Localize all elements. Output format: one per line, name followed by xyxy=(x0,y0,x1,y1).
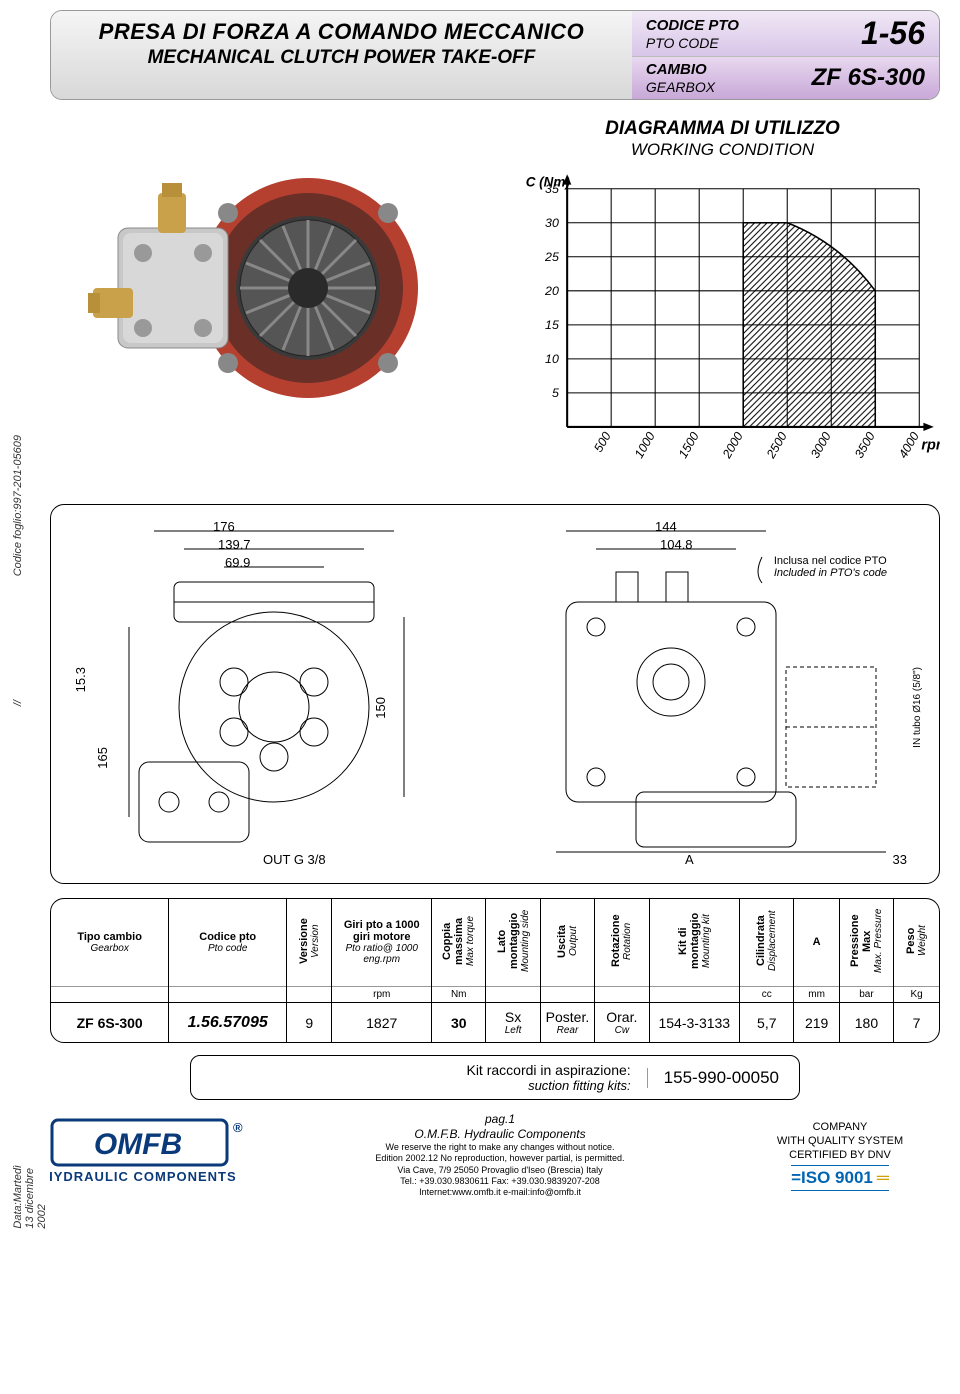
dim-150: 150 xyxy=(373,697,388,719)
cell-6: Poster.Rear xyxy=(540,1003,594,1043)
omfb-logo: OMFB ® HYDRAULIC COMPONENTS xyxy=(50,1118,260,1193)
product-photo xyxy=(50,118,485,458)
dim-144: 144 xyxy=(655,519,677,534)
col-4: Coppia massimaMax torque xyxy=(432,899,486,987)
gearbox-label-en: GEARBOX xyxy=(646,79,715,95)
svg-text:®: ® xyxy=(233,1120,243,1135)
svg-text:500: 500 xyxy=(591,430,614,455)
dim-out: OUT G 3/8 xyxy=(263,852,326,867)
dim-1397: 139.7 xyxy=(218,537,251,552)
working-chart: DIAGRAMMA DI UTILIZZO WORKING CONDITION … xyxy=(505,118,940,484)
sheet-code: Codice foglio:997-201-05609 xyxy=(12,435,24,576)
col-8: Kit di montaggioMounting kit xyxy=(649,899,740,987)
technical-drawings: 176 139.7 69.9 15.3 165 150 OUT G 3/8 xyxy=(50,504,940,884)
svg-text:2500: 2500 xyxy=(763,430,789,462)
col-5: Lato montaggioMounting side xyxy=(486,899,540,987)
kit-label-it: Kit raccordi in aspirazione: xyxy=(211,1062,631,1078)
chart-title-en: WORKING CONDITION xyxy=(505,140,940,160)
dim-699: 69.9 xyxy=(225,555,250,570)
title-it: PRESA DI FORZA A COMANDO MECCANICO xyxy=(65,19,618,45)
kit-label-en: suction fitting kits: xyxy=(211,1078,631,1093)
svg-text:2000: 2000 xyxy=(719,430,745,462)
svg-text:4000: 4000 xyxy=(896,430,922,461)
svg-text:3000: 3000 xyxy=(808,430,834,461)
svg-text:5: 5 xyxy=(552,386,559,400)
dim-tube: IN tubo Ø16 (5/8") xyxy=(912,667,923,748)
col-7: RotazioneRotation xyxy=(595,899,649,987)
dim-a: A xyxy=(685,852,694,867)
page-footer: OMFB ® HYDRAULIC COMPONENTS pag.1 O.M.F.… xyxy=(50,1112,940,1198)
header-banner: PRESA DI FORZA A COMANDO MECCANICO MECHA… xyxy=(50,10,940,100)
pto-code: 1-56 xyxy=(861,15,925,52)
spec-table: Tipo cambioGearboxCodice ptoPto codeVers… xyxy=(50,898,940,1044)
svg-text:10: 10 xyxy=(545,352,559,366)
cell-10: 219 xyxy=(794,1003,839,1043)
cell-1: 1.56.57095 xyxy=(169,1003,287,1043)
col-0: Tipo cambioGearbox xyxy=(51,899,169,987)
col-11: Pressione MaxMax. Pressure xyxy=(839,899,893,987)
title-en: MECHANICAL CLUTCH POWER TAKE-OFF xyxy=(65,47,618,69)
dim-153: 15.3 xyxy=(73,667,88,692)
dim-165: 165 xyxy=(95,747,110,769)
footer-line2: Edition 2002.12 No reproduction, however… xyxy=(280,1153,720,1164)
col-2: VersioneVersion xyxy=(287,899,332,987)
cell-0: ZF 6S-300 xyxy=(51,1003,169,1043)
sheet-sep: // xyxy=(12,700,24,706)
svg-text:25: 25 xyxy=(544,250,559,264)
note-it: Inclusa nel codice PTO xyxy=(774,555,887,567)
cell-4: 30 xyxy=(432,1003,486,1043)
col-1: Codice ptoPto code xyxy=(169,899,287,987)
sheet-date: Data:Martedì 13 dicembre 2002 xyxy=(12,1165,48,1229)
footer-line1: We reserve the right to make any changes… xyxy=(280,1142,720,1153)
pto-label-en: PTO CODE xyxy=(646,35,739,51)
dim-176: 176 xyxy=(213,519,235,534)
footer-line5: Internet:www.omfb.it e-mail:info@omfb.it xyxy=(280,1187,720,1198)
footer-company: O.M.F.B. Hydraulic Components xyxy=(280,1127,720,1142)
col-12: PesoWeight xyxy=(894,899,939,987)
cell-3: 1827 xyxy=(332,1003,432,1043)
svg-text:3500: 3500 xyxy=(852,430,878,461)
page-number: pag.1 xyxy=(280,1112,720,1127)
chart-title-it: DIAGRAMMA DI UTILIZZO xyxy=(505,118,940,140)
cell-7: Orar.Cw xyxy=(595,1003,649,1043)
gearbox-label-it: CAMBIO xyxy=(646,61,715,78)
svg-text:20: 20 xyxy=(544,284,559,298)
col-10: A xyxy=(794,899,839,987)
dim-1048: 104.8 xyxy=(660,537,693,552)
svg-text:1000: 1000 xyxy=(632,430,658,461)
dim-33: 33 xyxy=(893,852,907,867)
pto-label-it: CODICE PTO xyxy=(646,17,739,34)
footer-line4: Tel.: +39.030.9830611 Fax: +39.030.98392… xyxy=(280,1176,720,1187)
cell-9: 5,7 xyxy=(740,1003,794,1043)
svg-text:30: 30 xyxy=(545,216,559,230)
col-3: Giri pto a 1000 giri motorePto ratio@ 10… xyxy=(332,899,432,987)
cell-5: SxLeft xyxy=(486,1003,540,1043)
kit-row: Kit raccordi in aspirazione: suction fit… xyxy=(190,1055,800,1100)
svg-text:1500: 1500 xyxy=(676,430,702,461)
cell-2: 9 xyxy=(287,1003,332,1043)
svg-text:HYDRAULIC COMPONENTS: HYDRAULIC COMPONENTS xyxy=(50,1169,237,1184)
col-6: UscitaOutput xyxy=(540,899,594,987)
gearbox-model: ZF 6S-300 xyxy=(812,64,925,92)
cell-11: 180 xyxy=(839,1003,893,1043)
svg-text:C (Nm): C (Nm) xyxy=(526,175,571,190)
svg-text:OMFB: OMFB xyxy=(94,1128,182,1161)
svg-text:rpm: rpm xyxy=(921,438,940,454)
footer-line3: Via Cave, 7/9 25050 Provaglio d'Iseo (Br… xyxy=(280,1165,720,1176)
col-9: CilindrataDisplacement xyxy=(740,899,794,987)
cell-8: 154-3-3133 xyxy=(649,1003,740,1043)
cell-12: 7 xyxy=(894,1003,939,1043)
certification: COMPANY WITH QUALITY SYSTEM CERTIFIED BY… xyxy=(740,1120,940,1191)
kit-code: 155-990-00050 xyxy=(647,1068,779,1088)
svg-text:15: 15 xyxy=(545,318,559,332)
note-en: Included in PTO's code xyxy=(774,567,887,579)
